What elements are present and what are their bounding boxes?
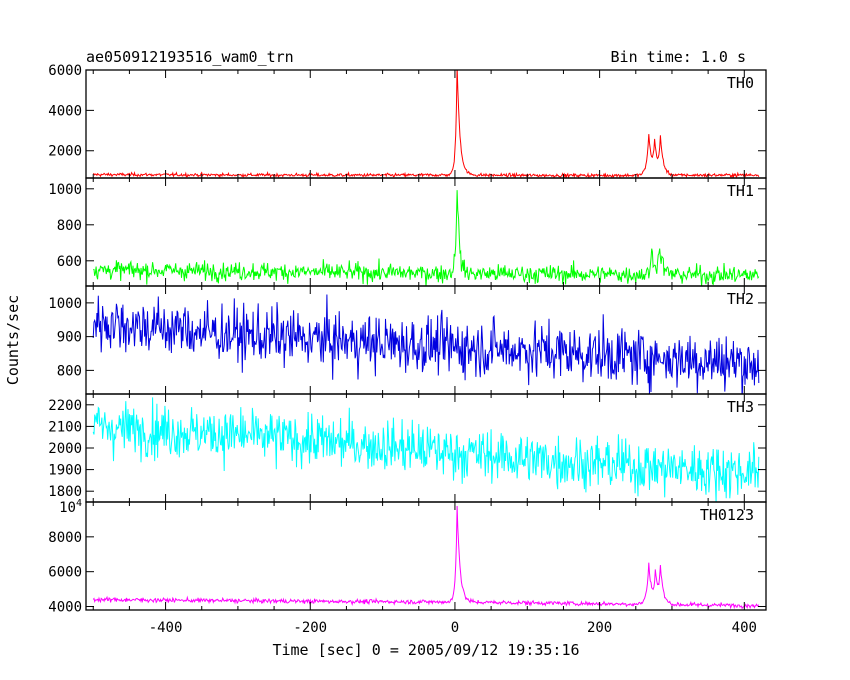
panel-label: TH2 (727, 290, 754, 308)
y-tick-label: 800 (57, 363, 82, 379)
panel-th0: 2000 4000 6000 TH0 (48, 63, 767, 179)
x-axis-label: Time [sec] 0 = 2005/09/12 19:35:16 (272, 641, 579, 659)
y-tick-label: 900 (57, 330, 82, 346)
y-tick-label: 800 (57, 218, 82, 234)
series-line-th1 (93, 190, 760, 286)
panel-label: TH0123 (700, 506, 754, 524)
x-tick-label: -200 (293, 620, 327, 636)
y-tick-label: 1800 (48, 484, 82, 500)
panel-th2: 800 900 1000 TH2 (48, 285, 767, 395)
y-tick-label: 8000 (48, 530, 82, 546)
y-tick-label: 1000 (48, 296, 82, 312)
x-tick-label: 200 (587, 620, 612, 636)
panel-label: TH0 (727, 74, 754, 92)
y-tick-label: 2000 (48, 441, 82, 457)
series-line-th0123 (92, 505, 760, 610)
chart-title: ae050912193516_wam0_trn (86, 48, 294, 66)
y-tick-label: 6000 (48, 63, 82, 79)
panel-th0123: 4000 6000 8000 TH0123 104 (48, 498, 767, 616)
bin-time-label: Bin time: 1.0 s (611, 48, 746, 66)
y-tick-label: 2100 (48, 419, 82, 435)
panel-label: TH1 (727, 182, 754, 200)
panel-label: TH3 (727, 398, 754, 416)
y-tick-label: 1900 (48, 463, 82, 479)
series-line-th3 (92, 397, 760, 502)
y-top-exponent-label: 104 (59, 498, 82, 516)
x-tick-label: -400 (149, 620, 183, 636)
y-tick-label: 2200 (48, 398, 82, 414)
y-tick-label: 6000 (48, 565, 82, 581)
panel-th3: 1800 1900 2000 2100 2200 TH3 (48, 393, 767, 503)
x-tick-label: 0 (451, 620, 459, 636)
panel-frame (85, 501, 767, 611)
y-tick-label: 2000 (48, 144, 82, 160)
series-line-th2 (92, 294, 760, 394)
y-tick-label: 1000 (48, 182, 82, 198)
series-line-th0 (93, 70, 760, 178)
y-tick-label: 600 (57, 254, 82, 270)
y-tick-label: 4000 (48, 103, 82, 119)
y-axis-label: Counts/sec (4, 295, 22, 385)
panel-th1: 600 800 1000 TH1 (48, 177, 767, 287)
y-tick-label: 4000 (48, 600, 82, 616)
x-tick-label: 400 (732, 620, 757, 636)
